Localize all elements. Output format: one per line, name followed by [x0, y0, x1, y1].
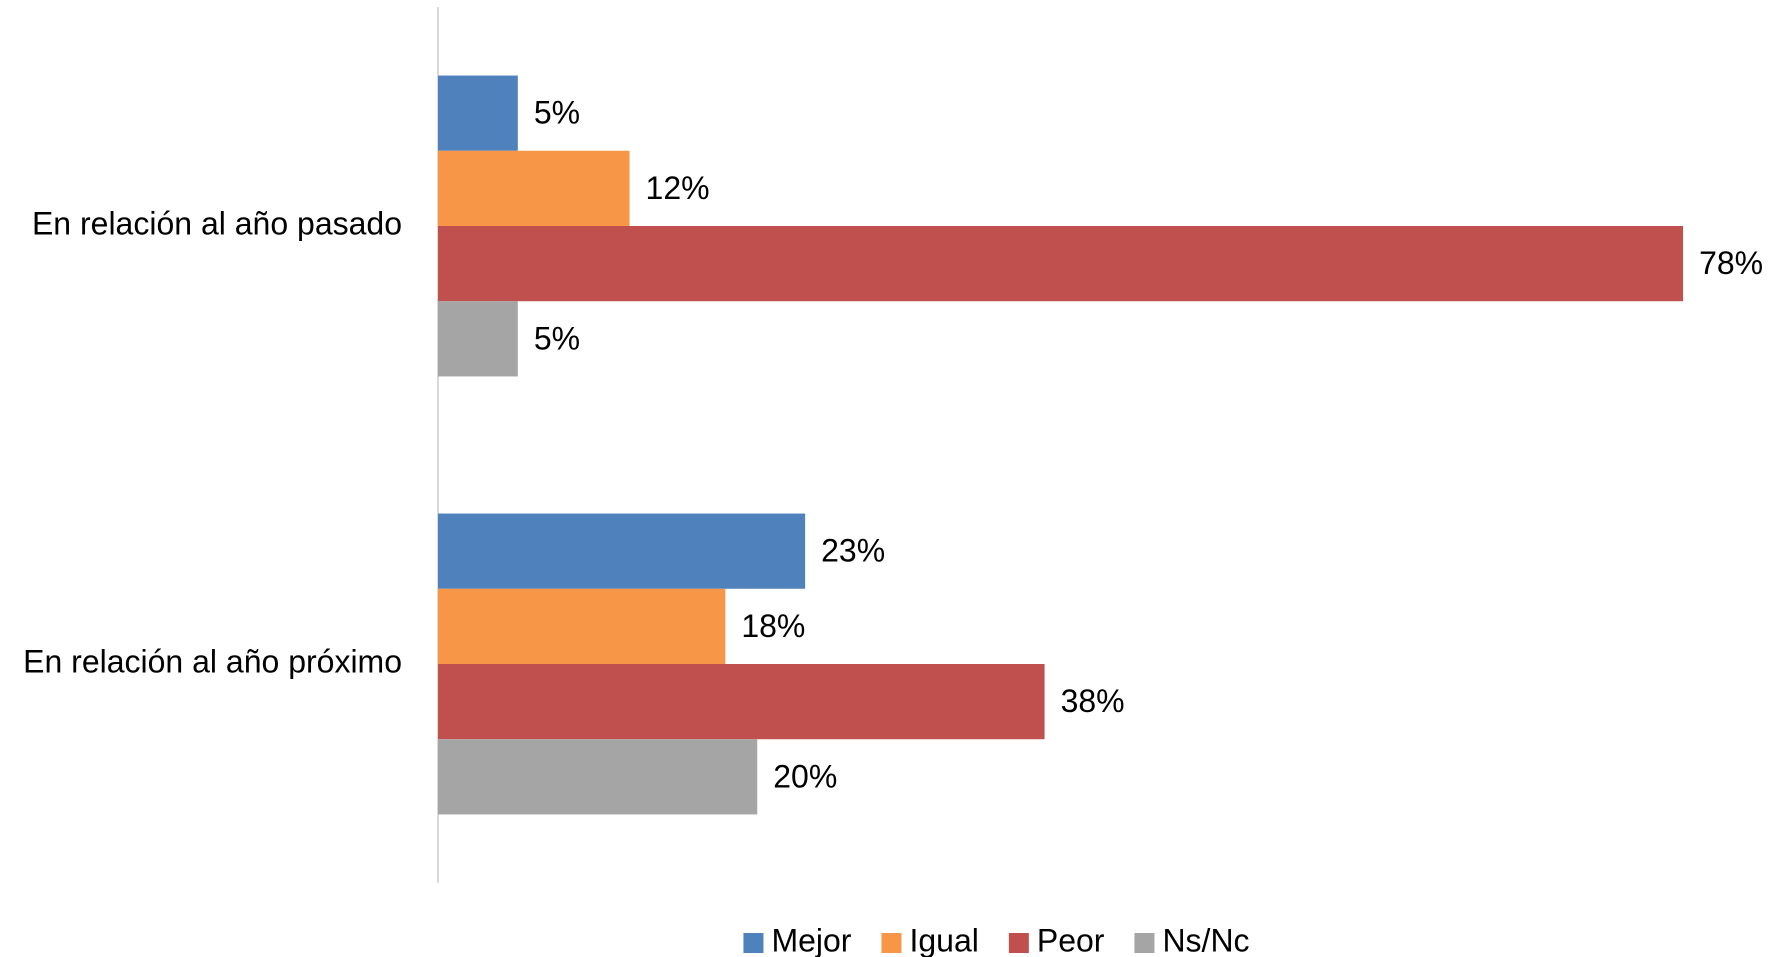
- data-label: 20%: [773, 758, 837, 794]
- bar: [438, 75, 518, 151]
- legend-swatch: [743, 933, 764, 953]
- y-tick-label: En relación al año pasado: [32, 205, 402, 241]
- bar: [438, 150, 630, 226]
- data-label: 5%: [534, 320, 580, 356]
- bar: [438, 226, 1684, 302]
- legend-label: Peor: [1037, 922, 1105, 957]
- bar: [438, 664, 1045, 740]
- bar: [438, 739, 758, 815]
- data-label: 18%: [741, 608, 805, 644]
- data-label: 23%: [821, 533, 885, 569]
- data-label: 78%: [1699, 245, 1763, 281]
- legend-label: Igual: [909, 922, 978, 957]
- data-label: 38%: [1061, 683, 1125, 719]
- legend-swatch: [1134, 933, 1155, 953]
- bar: [438, 513, 806, 589]
- y-tick-label: En relación al año próximo: [23, 643, 402, 679]
- legend-swatch: [881, 933, 902, 953]
- bar: [438, 301, 518, 377]
- data-label: 5%: [534, 95, 580, 131]
- bar: [438, 588, 726, 664]
- legend-label: Mejor: [771, 922, 851, 957]
- legend-label: Ns/Nc: [1162, 922, 1249, 957]
- legend-swatch: [1008, 933, 1029, 953]
- data-label: 12%: [646, 170, 710, 206]
